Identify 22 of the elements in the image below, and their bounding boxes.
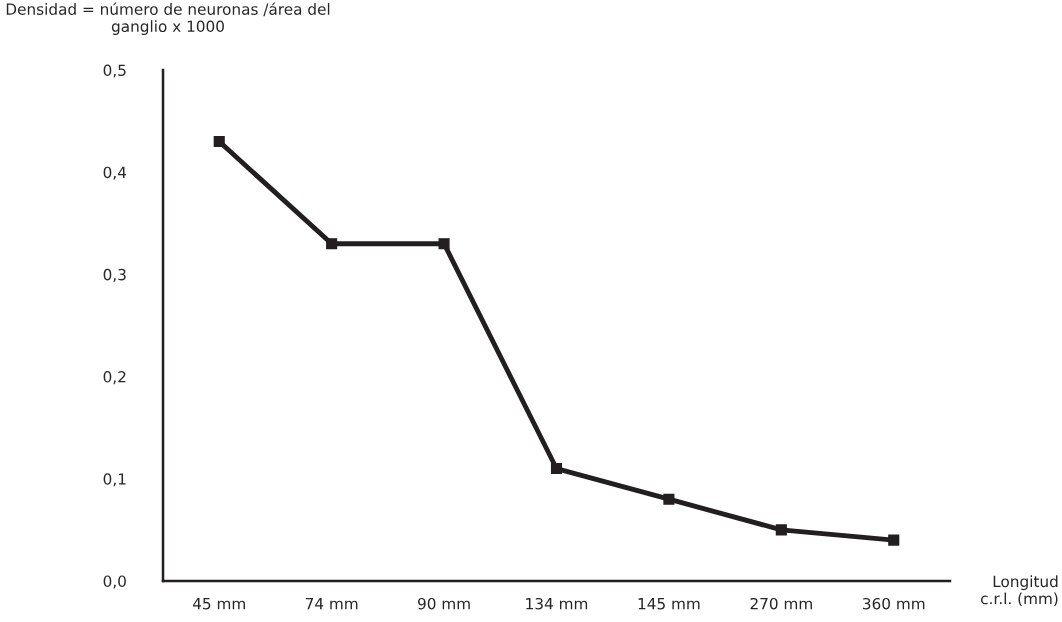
point [438,238,450,250]
x-axis-title: Longitud c.r.l. (mm) [981,575,1058,607]
y-tick-label: 0,4 [103,166,127,180]
y-tick-label: 0,2 [103,371,126,385]
point [663,493,675,505]
point [326,238,338,250]
y-tick-label: 0,0 [103,575,126,589]
point [888,534,900,546]
y-tick-label: 0,3 [103,268,126,282]
point [550,462,563,475]
y-tick-label: 0,1 [103,473,126,487]
y-tick-label: 0,5 [103,64,126,78]
x-tick-label: 45 mm [192,598,245,610]
x-tick-label: 360 mm [863,597,925,610]
point [775,524,787,536]
point [213,135,225,148]
x-tick-label: 134 mm [526,597,588,610]
x-tick-label: 145 mm [638,598,700,610]
x-tick-label: 270 mm [750,597,812,610]
x-tick-label: 74 mm [305,598,358,610]
x-tick-label: 90 mm [418,597,470,610]
y-axis-title: Densidad = número de neuronas /área del ganglio x 1000 [6,2,330,35]
